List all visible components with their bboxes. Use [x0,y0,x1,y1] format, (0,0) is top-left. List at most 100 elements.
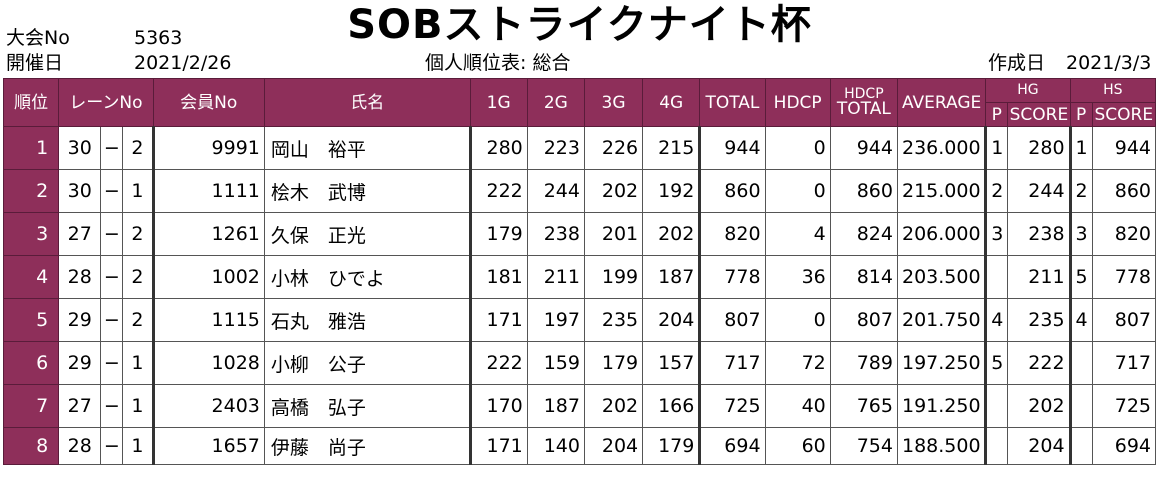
hs-place-cell: 1 [1069,126,1093,170]
lane-box-cell: 2 [122,126,155,170]
total-cell: 860 [699,169,766,213]
col-rank: 順位 [2,78,60,127]
rank-cell: 6 [2,341,60,385]
rank-cell: 8 [2,427,60,465]
member-no-cell: 9991 [152,126,265,170]
average-cell: 201.750 [896,298,988,342]
hg-place-cell: 1 [985,126,1009,170]
game3-score-cell: 202 [583,384,644,428]
table-row: 4 28−2 1002 小林 ひでよ 181 211 199 187 778 36 814 203.5… [2,255,1157,299]
table-row: 5 29−2 1115 石丸 雅浩 171 197 235 204 807 0 807 201.750… [2,298,1157,342]
average-cell: 203.500 [896,255,988,299]
date-label: 開催日 [6,52,64,74]
game3-score-cell: 202 [583,169,644,213]
col-hs-score: SCORE [1091,102,1157,127]
game4-score-cell: 202 [642,212,702,256]
col-g3: 3G [583,78,644,127]
lane-number-cell: 28 [58,255,102,299]
lane-number-cell: 29 [58,298,102,342]
average-cell: 188.500 [896,427,988,465]
hs-place-cell: 2 [1069,169,1093,213]
hg-place-cell: 5 [985,341,1009,385]
game2-score-cell: 211 [526,255,585,299]
game1-score-cell: 222 [469,169,528,213]
hs-score-cell: 694 [1091,427,1157,465]
hg-score-cell: 238 [1007,212,1072,256]
game3-score-cell: 204 [583,427,644,465]
col-hs: HS [1069,78,1157,103]
col-g1: 1G [469,78,528,127]
lane-number-cell: 30 [58,126,102,170]
average-cell: 191.250 [896,384,988,428]
col-name: 氏名 [263,78,471,127]
col-hg-p: P [985,102,1009,127]
total-cell: 694 [699,427,766,465]
col-hs-p: P [1069,102,1093,127]
player-name-cell: 岡山 裕平 [263,126,472,170]
player-name-cell: 桧木 武博 [263,169,472,213]
game1-score-cell: 171 [469,427,528,465]
average-cell: 197.250 [896,341,988,385]
hg-score-cell: 211 [1007,255,1072,299]
page-title: SOBストライクナイト杯 [347,2,812,48]
hdcp-cell: 4 [764,212,831,256]
game2-score-cell: 197 [526,298,585,342]
hs-score-cell: 717 [1091,341,1157,385]
col-g2: 2G [526,78,585,127]
hs-score-cell: 820 [1091,212,1157,256]
table-row: 6 29−1 1028 小柳 公子 222 159 179 157 717 72 789 197.25… [2,341,1157,385]
table-row: 1 30−2 9991 岡山 裕平 280 223 226 215 944 0 944 236.000… [2,126,1157,170]
hs-place-cell: 5 [1069,255,1093,299]
hdcp-cell: 60 [764,427,831,465]
results-table: 順位 レーンNo 会員No 氏名 1G 2G 3G 4G TOTAL HDCP … [2,78,1157,465]
lane-box-cell: 2 [122,212,155,256]
game4-score-cell: 215 [642,126,702,170]
table-row: 3 27−2 1261 久保 正光 179 238 201 202 820 4 824 206.000… [2,212,1157,256]
lane-separator: − [100,341,124,385]
average-cell: 236.000 [896,126,988,170]
hs-place-cell [1069,341,1093,385]
hdcp-cell: 0 [764,126,831,170]
player-name-cell: 小柳 公子 [263,341,472,385]
col-hdcp-total-line1: HDCP [844,86,884,102]
total-cell: 820 [699,212,766,256]
rank-cell: 7 [2,384,60,428]
hg-place-cell [985,255,1009,299]
game1-score-cell: 222 [469,341,528,385]
hdcp-total-cell: 944 [829,126,898,170]
lane-box-cell: 1 [122,384,155,428]
hg-place-cell: 2 [985,169,1009,213]
hg-place-cell: 4 [985,298,1009,342]
rank-cell: 1 [2,126,60,170]
hg-score-cell: 280 [1007,126,1072,170]
lane-box-cell: 1 [122,427,155,465]
tournament-no-value: 5363 [134,27,183,49]
lane-number-cell: 27 [58,212,102,256]
table-row: 2 30−1 1111 桧木 武博 222 244 202 192 860 0 860 215.000… [2,169,1157,213]
game1-score-cell: 181 [469,255,528,299]
lane-separator: − [100,212,124,256]
game2-score-cell: 159 [526,341,585,385]
hg-score-cell: 222 [1007,341,1072,385]
lane-separator: − [100,384,124,428]
member-no-cell: 1028 [152,341,265,385]
table-row: 8 28−1 1657 伊藤 尚子 171 140 204 179 694 60 754 188.50… [2,427,1157,465]
lane-number-cell: 29 [58,341,102,385]
col-total: TOTAL [699,78,766,127]
lane-separator: − [100,427,124,465]
total-cell: 778 [699,255,766,299]
hg-score-cell: 204 [1007,427,1072,465]
col-hg: HG [985,78,1071,103]
game1-score-cell: 179 [469,212,528,256]
game1-score-cell: 170 [469,384,528,428]
total-cell: 725 [699,384,766,428]
game3-score-cell: 179 [583,341,644,385]
hg-score-cell: 244 [1007,169,1072,213]
col-member: 会員No [152,78,265,127]
game2-score-cell: 140 [526,427,585,465]
col-average: AVERAGE [896,78,987,127]
game4-score-cell: 166 [642,384,702,428]
hdcp-cell: 40 [764,384,831,428]
hdcp-total-cell: 754 [829,427,898,465]
lane-separator: − [100,126,124,170]
